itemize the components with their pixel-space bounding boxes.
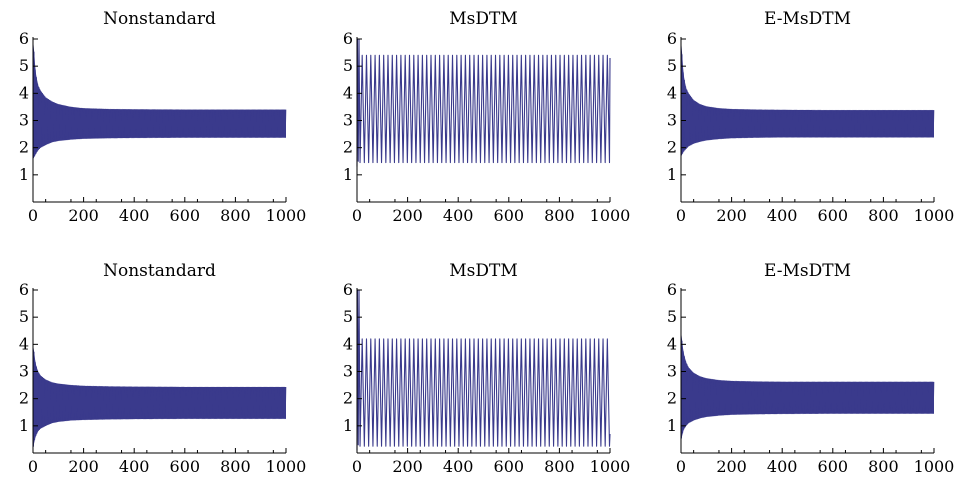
x-tick-label: 600 [494,457,525,476]
y-tick-label: 1 [19,416,29,435]
y-tick-label: 5 [667,307,677,326]
y-tick-label: 5 [667,56,677,75]
panel-title: E-MsDTM [764,9,851,29]
series-oscillation [680,330,935,439]
x-tick-label: 600 [170,206,201,225]
x-tick-label: 200 [68,457,99,476]
y-tick-label: 5 [19,56,29,75]
x-tick-label: 200 [392,206,423,225]
x-tick-label: 1000 [914,206,955,225]
series-oscillation [32,344,287,447]
y-tick-label: 3 [19,362,29,381]
y-tick-label: 2 [19,138,29,157]
x-tick-label: 400 [443,206,474,225]
y-tick-label: 2 [667,138,677,157]
y-tick-label: 2 [19,389,29,408]
y-tick-label: 1 [667,165,677,184]
x-tick-label: 1000 [266,457,307,476]
x-tick-label: 200 [68,206,99,225]
y-tick-label: 5 [343,56,353,75]
chart-panel-2: MsDTM 1 2 3 4 5 6 0 200 400 600 800 1000 [343,9,631,225]
y-tick-label: 6 [19,29,29,48]
x-tick-label: 1000 [590,206,631,225]
x-tick-label: 400 [119,457,150,476]
y-tick-label: 6 [667,280,677,299]
y-tick-label: 4 [343,83,353,102]
y-tick-label: 6 [343,280,353,299]
chart-panel-6: E-MsDTM 1 2 3 4 5 6 0 200 400 600 800 1000 [667,261,955,476]
panel-title: Nonstandard [103,9,216,29]
panel-title: E-MsDTM [764,261,851,281]
y-tick-label: 6 [343,29,353,48]
y-tick-label: 3 [667,111,677,130]
x-tick-label: 1000 [266,206,307,225]
chart-panel-1: Nonstandard 1 2 3 4 5 6 0 200 400 600 800 1000 [19,9,307,225]
y-tick-label: 5 [343,307,353,326]
y-tick-label: 6 [667,29,677,48]
panel-title: MsDTM [449,261,518,281]
series-oscillation [32,38,287,159]
x-tick-label: 600 [818,206,849,225]
x-tick-label: 0 [352,457,362,476]
x-tick-label: 800 [220,206,251,225]
x-tick-label: 400 [767,457,798,476]
x-tick-label: 0 [676,457,686,476]
y-tick-label: 6 [19,280,29,299]
y-tick-label: 5 [19,307,29,326]
y-tick-label: 2 [343,138,353,157]
panel-title: Nonstandard [103,261,216,281]
x-tick-label: 1000 [590,457,631,476]
x-tick-label: 400 [767,206,798,225]
y-tick-label: 3 [343,362,353,381]
y-tick-label: 1 [19,165,29,184]
x-tick-label: 600 [170,457,201,476]
y-tick-label: 1 [343,416,353,435]
chart-panel-5: MsDTM 1 2 3 4 5 6 0 200 400 600 800 1000 [343,261,631,476]
series-oscillation [680,38,935,156]
x-tick-label: 0 [28,206,38,225]
x-tick-label: 800 [544,457,575,476]
y-tick-label: 1 [667,416,677,435]
x-tick-label: 600 [818,457,849,476]
panel-title: MsDTM [449,9,518,29]
y-tick-label: 4 [667,83,677,102]
series-band [33,39,286,159]
x-tick-label: 0 [676,206,686,225]
x-tick-label: 200 [716,457,747,476]
chart-panel-3: E-MsDTM 1 2 3 4 5 6 0 200 400 600 800 1000 [667,9,955,225]
series-line [356,38,611,167]
chart-panel-4: Nonstandard 1 2 3 4 5 6 0 200 400 600 800 1000 [19,261,307,476]
y-tick-label: 4 [343,334,353,353]
y-tick-label: 4 [19,83,29,102]
x-tick-label: 0 [352,206,362,225]
x-tick-label: 200 [716,206,747,225]
y-tick-label: 3 [667,362,677,381]
y-tick-label: 2 [343,389,353,408]
y-tick-label: 1 [343,165,353,184]
x-tick-label: 800 [868,457,899,476]
x-tick-label: 800 [220,457,251,476]
y-tick-label: 3 [343,111,353,130]
x-tick-label: 200 [392,457,423,476]
x-tick-label: 1000 [914,457,955,476]
x-tick-label: 800 [544,206,575,225]
y-tick-label: 2 [667,389,677,408]
x-tick-label: 800 [868,206,899,225]
y-tick-label: 3 [19,111,29,130]
x-tick-label: 400 [119,206,150,225]
x-tick-label: 400 [443,457,474,476]
y-tick-label: 4 [667,334,677,353]
x-tick-label: 0 [28,457,38,476]
y-tick-label: 4 [19,334,29,353]
series-line [356,289,611,451]
x-tick-label: 600 [494,206,525,225]
